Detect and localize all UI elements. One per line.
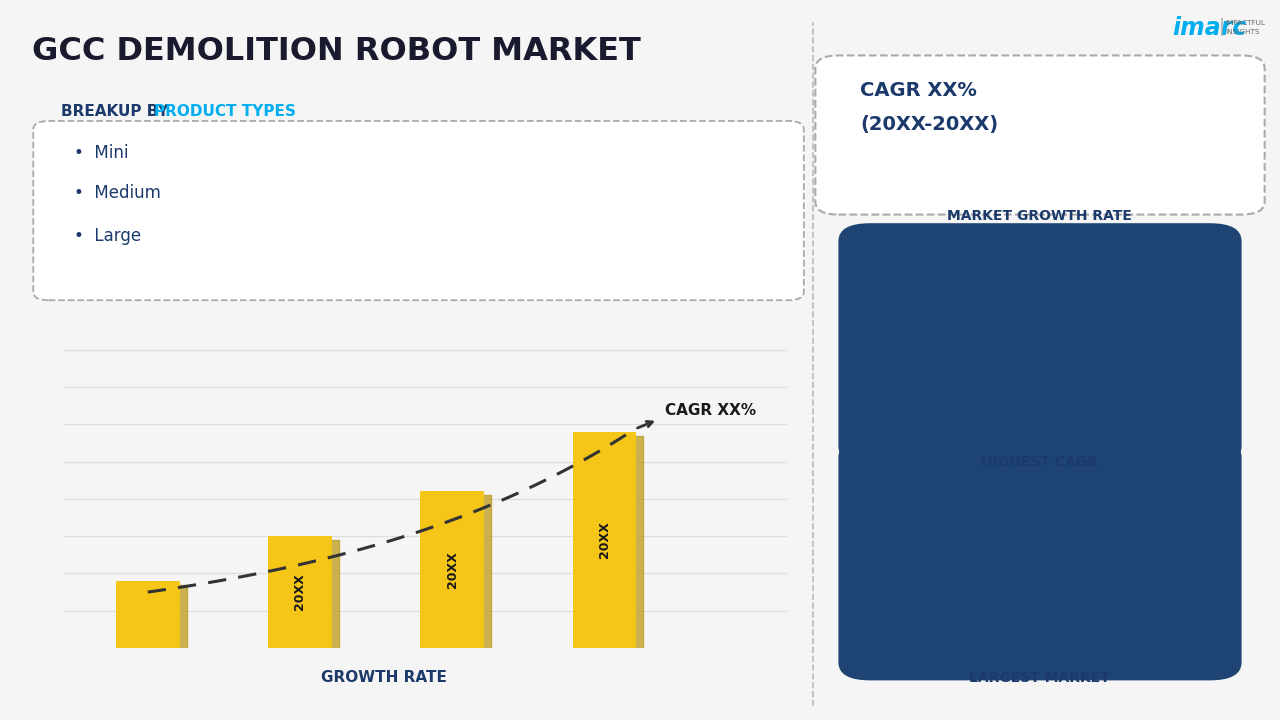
Text: |: | (1219, 18, 1225, 36)
Bar (428, 495, 492, 650)
Text: •  Mini: • Mini (74, 144, 129, 162)
Text: CAGR XX%: CAGR XX% (666, 403, 756, 418)
Wedge shape (961, 267, 1114, 423)
Text: imarc: imarc (1172, 16, 1247, 40)
Bar (1148, 153, 1160, 180)
Text: CAGR XX%: CAGR XX% (860, 81, 977, 99)
Text: 20XX: 20XX (598, 521, 611, 558)
Bar (1199, 102, 1210, 180)
Text: HIGHEST CAGR: HIGHEST CAGR (980, 455, 1098, 469)
Bar (115, 581, 179, 648)
Wedge shape (961, 481, 1119, 639)
Bar (1181, 122, 1193, 180)
Text: LARGEST MARKET: LARGEST MARKET (969, 671, 1110, 685)
Bar (1165, 138, 1176, 180)
Bar (580, 436, 644, 650)
Text: 20XX: 20XX (293, 574, 306, 611)
Text: BREAKUP BY: BREAKUP BY (61, 104, 174, 120)
Text: IMPACTFUL
INSIGHTS: IMPACTFUL INSIGHTS (1225, 20, 1265, 35)
Bar (268, 536, 332, 648)
Bar (275, 540, 339, 650)
Text: GCC DEMOLITION ROBOT MARKET: GCC DEMOLITION ROBOT MARKET (32, 36, 641, 67)
Text: GROWTH RATE: GROWTH RATE (321, 670, 447, 685)
Text: XX%: XX% (1018, 335, 1062, 353)
Text: (20XX-20XX): (20XX-20XX) (860, 115, 998, 134)
Bar (572, 432, 636, 648)
Text: 20XX: 20XX (445, 552, 458, 588)
Bar (123, 585, 187, 650)
Text: •  Large: • Large (74, 227, 141, 245)
Text: XX: XX (1027, 551, 1053, 569)
Text: •  Medium: • Medium (74, 184, 161, 202)
Wedge shape (973, 483, 1028, 536)
Wedge shape (1019, 265, 1119, 372)
Text: PRODUCT TYPES: PRODUCT TYPES (154, 104, 296, 120)
Text: MARKET GROWTH RATE: MARKET GROWTH RATE (947, 209, 1132, 222)
Bar (420, 492, 484, 648)
